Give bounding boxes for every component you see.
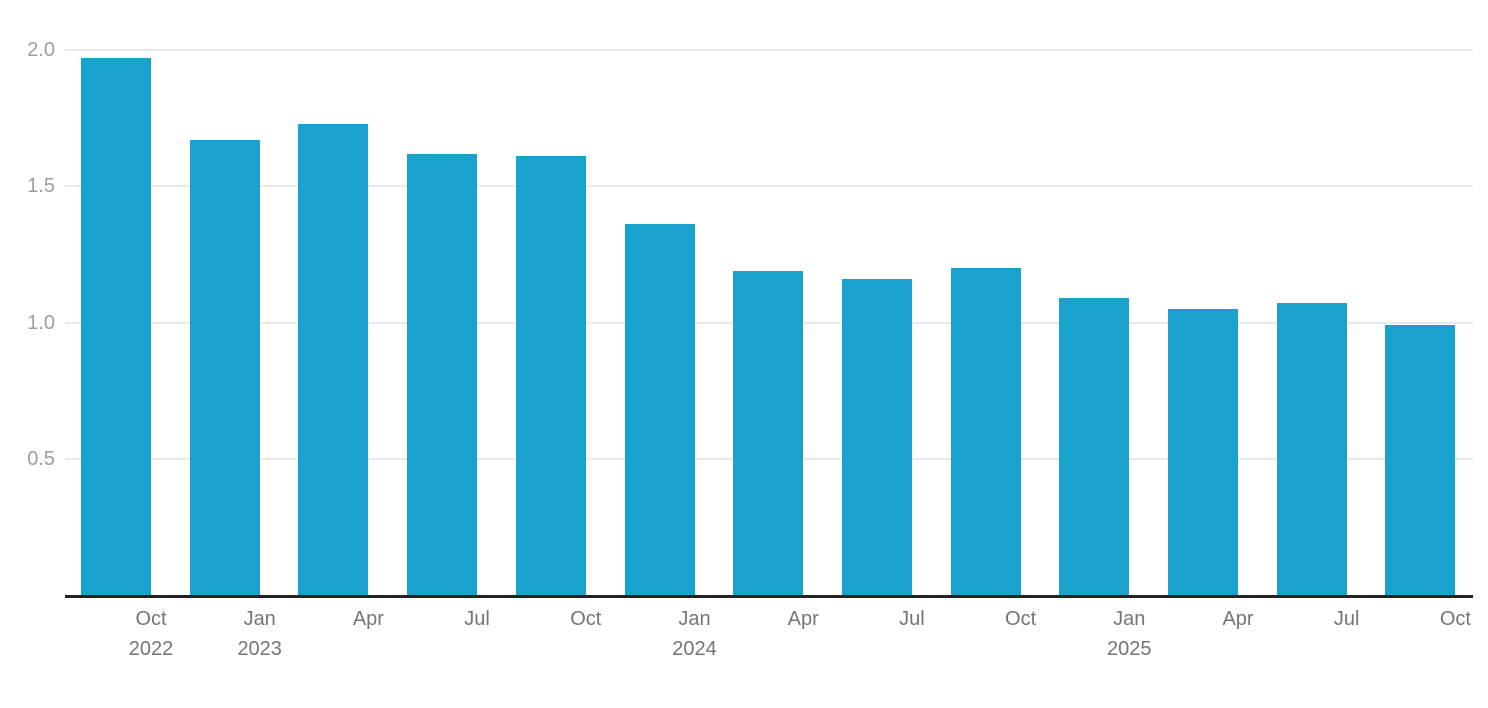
x-tick-year: 2024 bbox=[672, 638, 717, 660]
x-axis-tick-label: Oct bbox=[526, 604, 646, 634]
y-axis-tick-label: 0.5 bbox=[27, 447, 55, 470]
x-tick-month: Jan bbox=[1113, 608, 1146, 630]
x-tick-month: Oct bbox=[570, 608, 602, 630]
x-axis-tick-label: Jan 2024 bbox=[635, 604, 755, 664]
x-axis-tick-label: Apr bbox=[308, 604, 428, 634]
x-tick-month: Jan bbox=[243, 608, 276, 630]
bar[interactable] bbox=[515, 156, 586, 595]
x-tick-month: Oct bbox=[135, 608, 167, 630]
x-tick-year: 2023 bbox=[237, 638, 282, 660]
y-axis-tick-label: 2.0 bbox=[27, 39, 55, 61]
bar[interactable] bbox=[81, 58, 151, 595]
x-axis-line bbox=[65, 594, 1473, 598]
x-tick-month: Apr bbox=[787, 608, 819, 630]
x-axis-tick-label: Oct bbox=[961, 604, 1081, 634]
x-tick-month: Jul bbox=[1333, 608, 1360, 630]
x-axis-tick-label: Jan 2023 bbox=[200, 604, 320, 664]
x-axis-tick-label: Oct 2022 bbox=[91, 604, 211, 664]
x-tick-month: Oct bbox=[1439, 608, 1471, 630]
x-tick-month: Apr bbox=[352, 608, 384, 630]
bar[interactable] bbox=[1385, 325, 1456, 595]
x-tick-month: Oct bbox=[1005, 608, 1037, 630]
gridline bbox=[65, 49, 1473, 51]
x-tick-month: Jan bbox=[678, 608, 711, 630]
bar[interactable] bbox=[733, 270, 804, 595]
x-tick-year: 2022 bbox=[128, 638, 174, 660]
bar[interactable] bbox=[950, 268, 1021, 595]
bar[interactable] bbox=[1059, 298, 1130, 595]
x-axis-tick-label: Jul bbox=[1287, 604, 1407, 634]
bar[interactable] bbox=[407, 153, 478, 595]
bar[interactable] bbox=[1168, 308, 1238, 595]
bar[interactable] bbox=[841, 278, 912, 595]
x-tick-month: Jul bbox=[464, 608, 490, 630]
x-axis-tick-label: Jul bbox=[852, 604, 972, 634]
x-tick-month: Jul bbox=[899, 608, 925, 630]
bar[interactable] bbox=[1276, 303, 1347, 595]
bar[interactable] bbox=[298, 123, 369, 595]
y-axis-tick-label: 1.0 bbox=[27, 311, 55, 334]
x-axis-tick-label: Apr bbox=[1178, 604, 1298, 634]
x-axis-tick-label: Apr bbox=[743, 604, 863, 634]
x-axis-tick-label: Oct bbox=[1395, 604, 1488, 634]
x-axis-tick-label: Jan 2025 bbox=[1069, 604, 1189, 664]
gridline bbox=[65, 185, 1473, 188]
x-tick-year: 2025 bbox=[1107, 638, 1152, 660]
y-axis-tick-label: 1.5 bbox=[27, 175, 55, 198]
x-axis-tick-label: Jul bbox=[417, 604, 537, 634]
bar[interactable] bbox=[189, 139, 260, 595]
x-tick-month: Apr bbox=[1222, 608, 1254, 630]
bar[interactable] bbox=[624, 224, 695, 595]
